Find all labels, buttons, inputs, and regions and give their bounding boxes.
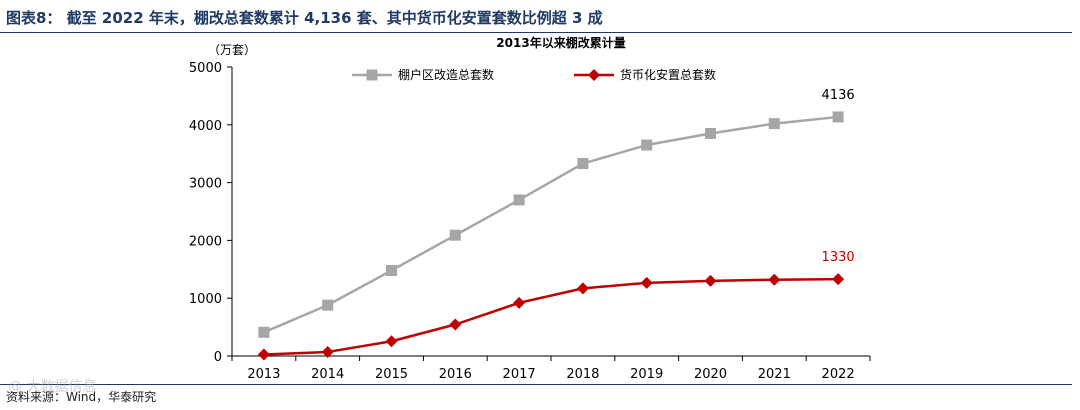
series-2-point	[321, 345, 334, 358]
x-tick-label: 2017	[503, 367, 536, 382]
series-1-point	[832, 111, 844, 123]
legend-label-1: 棚户区改造总套数	[398, 67, 494, 82]
series-2-point	[385, 335, 398, 348]
source-note: 资料来源：Wind，华泰研究	[6, 390, 157, 404]
series-2-end-label: 1330	[822, 250, 855, 265]
series-1-point	[322, 299, 334, 311]
x-tick-label: 2015	[375, 367, 408, 382]
footer-rule	[0, 384, 1072, 385]
legend-marker-1	[366, 69, 378, 81]
legend-marker-2	[588, 69, 600, 81]
series-line-1	[263, 115, 839, 334]
series-2-point	[257, 348, 270, 361]
legend-label-2: 货币化安置总套数	[620, 67, 716, 82]
series-1-point	[768, 118, 780, 130]
y-tick-label: 1000	[189, 292, 222, 307]
y-tick-label: 5000	[189, 61, 222, 76]
series-2-point	[640, 276, 653, 289]
series-1-point	[449, 229, 461, 241]
series-1-point	[386, 264, 397, 276]
y-tick-label: 2000	[189, 234, 222, 249]
y-tick-label: 4000	[189, 119, 222, 134]
series-2-point	[513, 296, 526, 309]
series-1-point	[577, 158, 589, 170]
series-1-point	[513, 194, 525, 206]
figure-title: 图表8： 截至 2022 年末，棚改总套数累计 4,136 套、其中货币化安置套…	[6, 9, 603, 27]
series-2-point	[704, 274, 717, 287]
series-1-end-label: 4136	[822, 88, 855, 103]
x-tick-label: 2020	[694, 367, 727, 382]
series-1-point	[641, 139, 653, 151]
figure-header: 图表8： 截至 2022 年末，棚改总套数累计 4,136 套、其中货币化安置套…	[0, 0, 1072, 33]
series-1-point	[258, 326, 270, 338]
watermark: @ 大数据信息	[8, 379, 97, 395]
y-tick-label: 3000	[189, 177, 222, 192]
x-tick-label: 2013	[247, 367, 280, 382]
x-tick-label: 2021	[758, 367, 791, 382]
series-2-point	[832, 273, 845, 286]
x-tick-label: 2016	[439, 367, 472, 382]
x-tick-label: 2018	[566, 367, 599, 382]
series-2-point	[449, 318, 462, 331]
series-line-2	[263, 277, 839, 356]
series-2-point	[768, 273, 781, 286]
y-tick-label: 0	[214, 350, 222, 365]
y-axis-label: （万套）	[208, 43, 256, 57]
series-2-point	[576, 282, 589, 295]
series-1-point	[705, 127, 716, 139]
x-tick-label: 2014	[311, 367, 344, 382]
x-tick-label: 2019	[630, 367, 663, 382]
chart-title: 2013年以来棚改累计量	[496, 35, 625, 50]
x-tick-label: 2022	[822, 367, 855, 382]
